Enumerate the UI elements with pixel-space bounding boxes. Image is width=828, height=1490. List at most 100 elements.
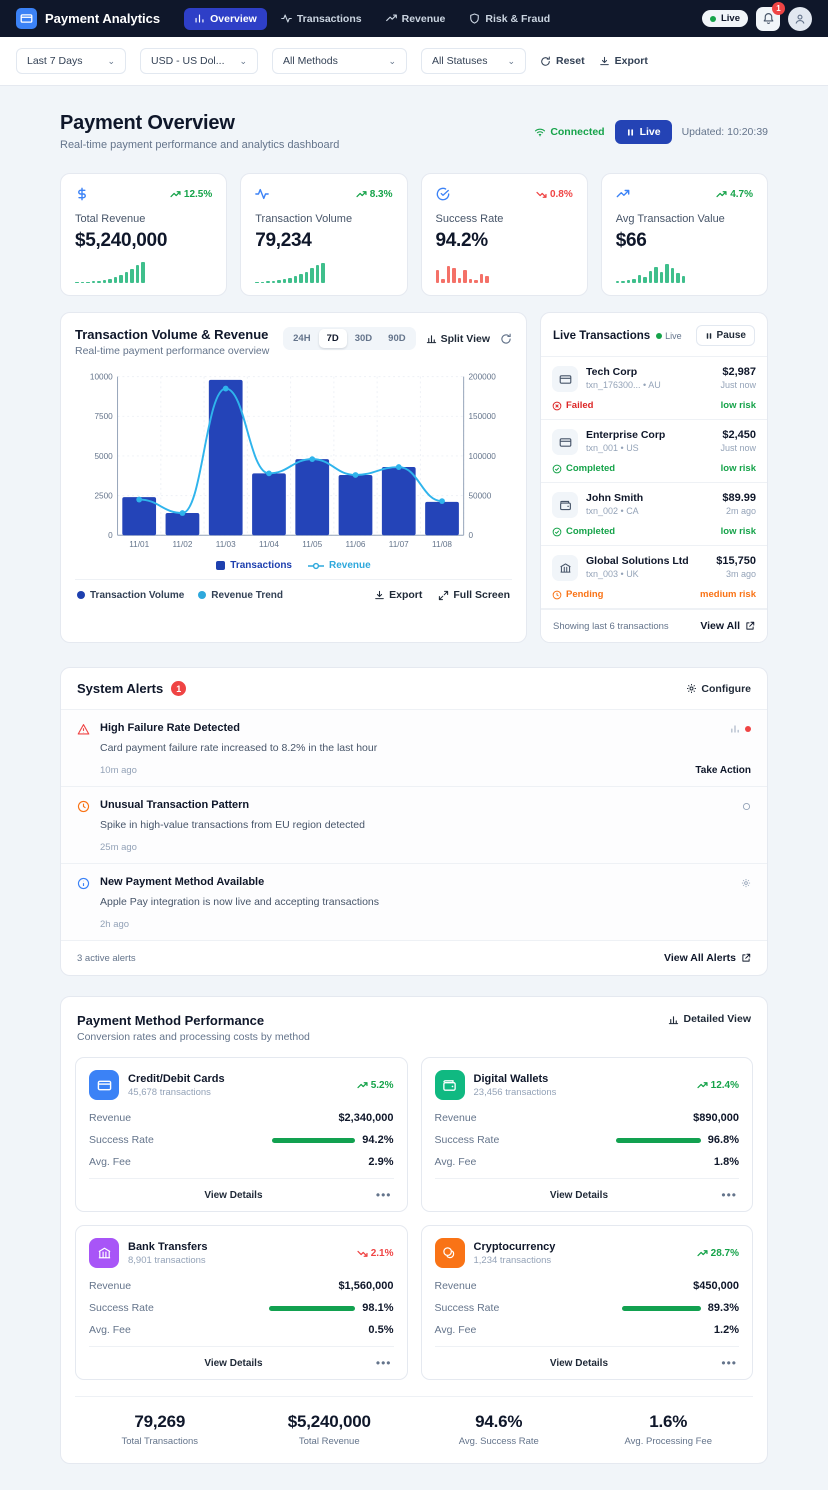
view-all-alerts-button[interactable]: View All Alerts [664, 952, 751, 964]
method-revenue: $1,560,000 [338, 1280, 394, 1292]
date-range-select[interactable]: Last 7 Days ⌄ [16, 48, 126, 74]
kpi-card-transaction-volume: 8.3% Transaction Volume 79,234 [240, 173, 408, 296]
method-transactions: 45,678 transactions [128, 1086, 211, 1098]
transaction-time: Just now [720, 443, 756, 453]
check-circle-icon [552, 464, 562, 474]
transaction-amount: $2,987 [722, 366, 756, 378]
app-title: Payment Analytics [45, 11, 161, 26]
pause-icon [706, 332, 711, 339]
transaction-row[interactable]: John Smith txn_002 • CA $89.99 2m ago [541, 483, 767, 546]
warning-triangle-icon [77, 723, 90, 736]
kpi-sparkline [255, 261, 392, 283]
method-avg-fee: 2.9% [368, 1156, 394, 1168]
fullscreen-button[interactable]: Full Screen [438, 589, 510, 601]
bar-chart-icon [669, 1015, 679, 1024]
refresh-icon [501, 333, 511, 344]
more-options-button[interactable]: ••• [375, 1188, 392, 1202]
success-rate-label: Success Rate [89, 1134, 154, 1146]
detailed-view-button[interactable]: Detailed View [668, 1013, 751, 1025]
alert-title: New Payment Method Available [100, 876, 265, 888]
kpi-label: Transaction Volume [255, 213, 353, 225]
activity-icon [280, 14, 292, 23]
reset-button[interactable]: Reset [540, 55, 585, 67]
kpi-value: 94.2% [435, 230, 489, 251]
view-details-button[interactable]: View Details [91, 1358, 376, 1369]
transaction-row[interactable]: Enterprise Corp txn_001 • US $2,450 Just… [541, 420, 767, 483]
transaction-row[interactable]: Global Solutions Ltd txn_003 • UK $15,75… [541, 546, 767, 609]
alert-clock-icon [77, 800, 90, 813]
live-toggle-button[interactable]: Live [614, 120, 672, 144]
refresh-chart-button[interactable] [500, 333, 512, 345]
transaction-time: Just now [720, 380, 756, 390]
take-action-button[interactable]: Take Action [695, 765, 751, 776]
activity-icon [255, 187, 270, 201]
view-details-button[interactable]: View Details [437, 1358, 722, 1369]
download-icon [599, 56, 609, 65]
method-transactions: 23,456 transactions [473, 1086, 557, 1098]
system-alerts-panel: System Alerts 1 Configure High Failure R… [60, 667, 768, 976]
currency-select[interactable]: USD - US Dol... ⌄ [140, 48, 258, 74]
method-transactions: 1,234 transactions [473, 1254, 552, 1266]
chart-export-button[interactable]: Export [374, 589, 422, 601]
kpi-trend: 4.7% [716, 189, 753, 200]
revenue-label: Revenue [434, 1112, 477, 1124]
svg-text:11/01: 11/01 [129, 540, 149, 549]
alert-row[interactable]: New Payment Method Available Apple Pay i… [61, 864, 767, 941]
range-30d-button[interactable]: 30D [347, 329, 380, 348]
pause-icon [627, 128, 633, 136]
nav-tab-risk-fraud[interactable]: Risk & Fraud [459, 8, 560, 30]
configure-alerts-button[interactable]: Configure [686, 683, 751, 695]
view-details-button[interactable]: View Details [437, 1190, 722, 1201]
notifications-button[interactable]: 1 [756, 1, 785, 31]
method-avg-fee: 1.2% [713, 1324, 739, 1336]
alert-row[interactable]: High Failure Rate Detected Card payment … [61, 710, 767, 787]
nav-tab-overview[interactable]: Overview [184, 7, 267, 30]
range-90d-button[interactable]: 90D [380, 329, 413, 348]
trending-up-icon [616, 187, 630, 201]
chart-legend: Transactions Revenue [75, 560, 512, 571]
revenue-label: Revenue [89, 1280, 132, 1292]
export-button[interactable]: Export [599, 55, 648, 67]
transaction-merchant: Tech Corp [586, 366, 638, 378]
statuses-select[interactable]: All Statuses ⌄ [421, 48, 526, 74]
view-all-transactions-button[interactable]: View All [700, 620, 755, 632]
stat-total-revenue: $5,240,000 Total Revenue [287, 1412, 371, 1447]
transaction-status: Failed [552, 400, 593, 411]
alert-row[interactable]: Unusual Transaction Pattern Spike in hig… [61, 787, 767, 864]
methods-select[interactable]: All Methods ⌄ [272, 48, 407, 74]
view-details-button[interactable]: View Details [91, 1190, 376, 1201]
chevron-down-icon: ⌄ [239, 55, 247, 66]
range-7d-button[interactable]: 7D [318, 329, 347, 348]
legend-dot-icon [77, 591, 85, 600]
wallet-icon [552, 492, 578, 518]
status-circle-icon [742, 802, 751, 810]
range-24h-button[interactable]: 24H [285, 329, 318, 348]
chart-footer-legend: Transaction Volume Revenue Trend [77, 590, 283, 601]
gear-icon [687, 684, 697, 693]
shield-icon [470, 13, 480, 24]
dollar-icon [75, 187, 89, 201]
nav-tab-revenue[interactable]: Revenue [376, 8, 456, 30]
transaction-amount: $89.99 [722, 492, 756, 504]
nav-tab-transactions[interactable]: Transactions [271, 8, 372, 30]
more-options-button[interactable]: ••• [721, 1188, 737, 1202]
more-options-button[interactable]: ••• [375, 1356, 392, 1370]
split-view-button[interactable]: Split View [426, 333, 490, 345]
kpi-label: Avg Transaction Value [615, 213, 725, 225]
user-avatar[interactable] [788, 6, 812, 31]
more-options-button[interactable]: ••• [721, 1356, 737, 1370]
method-transactions: 8,901 transactions [128, 1254, 206, 1266]
clock-icon [552, 590, 562, 600]
transaction-row[interactable]: Tech Corp txn_176300... • AU $2,987 Just… [541, 357, 767, 420]
refresh-icon [541, 56, 550, 66]
chart-title: Transaction Volume & Revenue [75, 327, 269, 342]
bar-chart-icon [731, 725, 739, 733]
pause-feed-button[interactable]: Pause [695, 325, 755, 346]
download-icon [375, 590, 384, 600]
check-circle-icon [552, 527, 562, 537]
transaction-risk: low risk [720, 526, 756, 537]
transaction-status: Completed [552, 526, 615, 537]
alert-active-dot-icon [745, 726, 751, 732]
alert-description: Card payment failure rate increased to 8… [100, 742, 378, 754]
live-status-pill: Live [701, 10, 748, 27]
